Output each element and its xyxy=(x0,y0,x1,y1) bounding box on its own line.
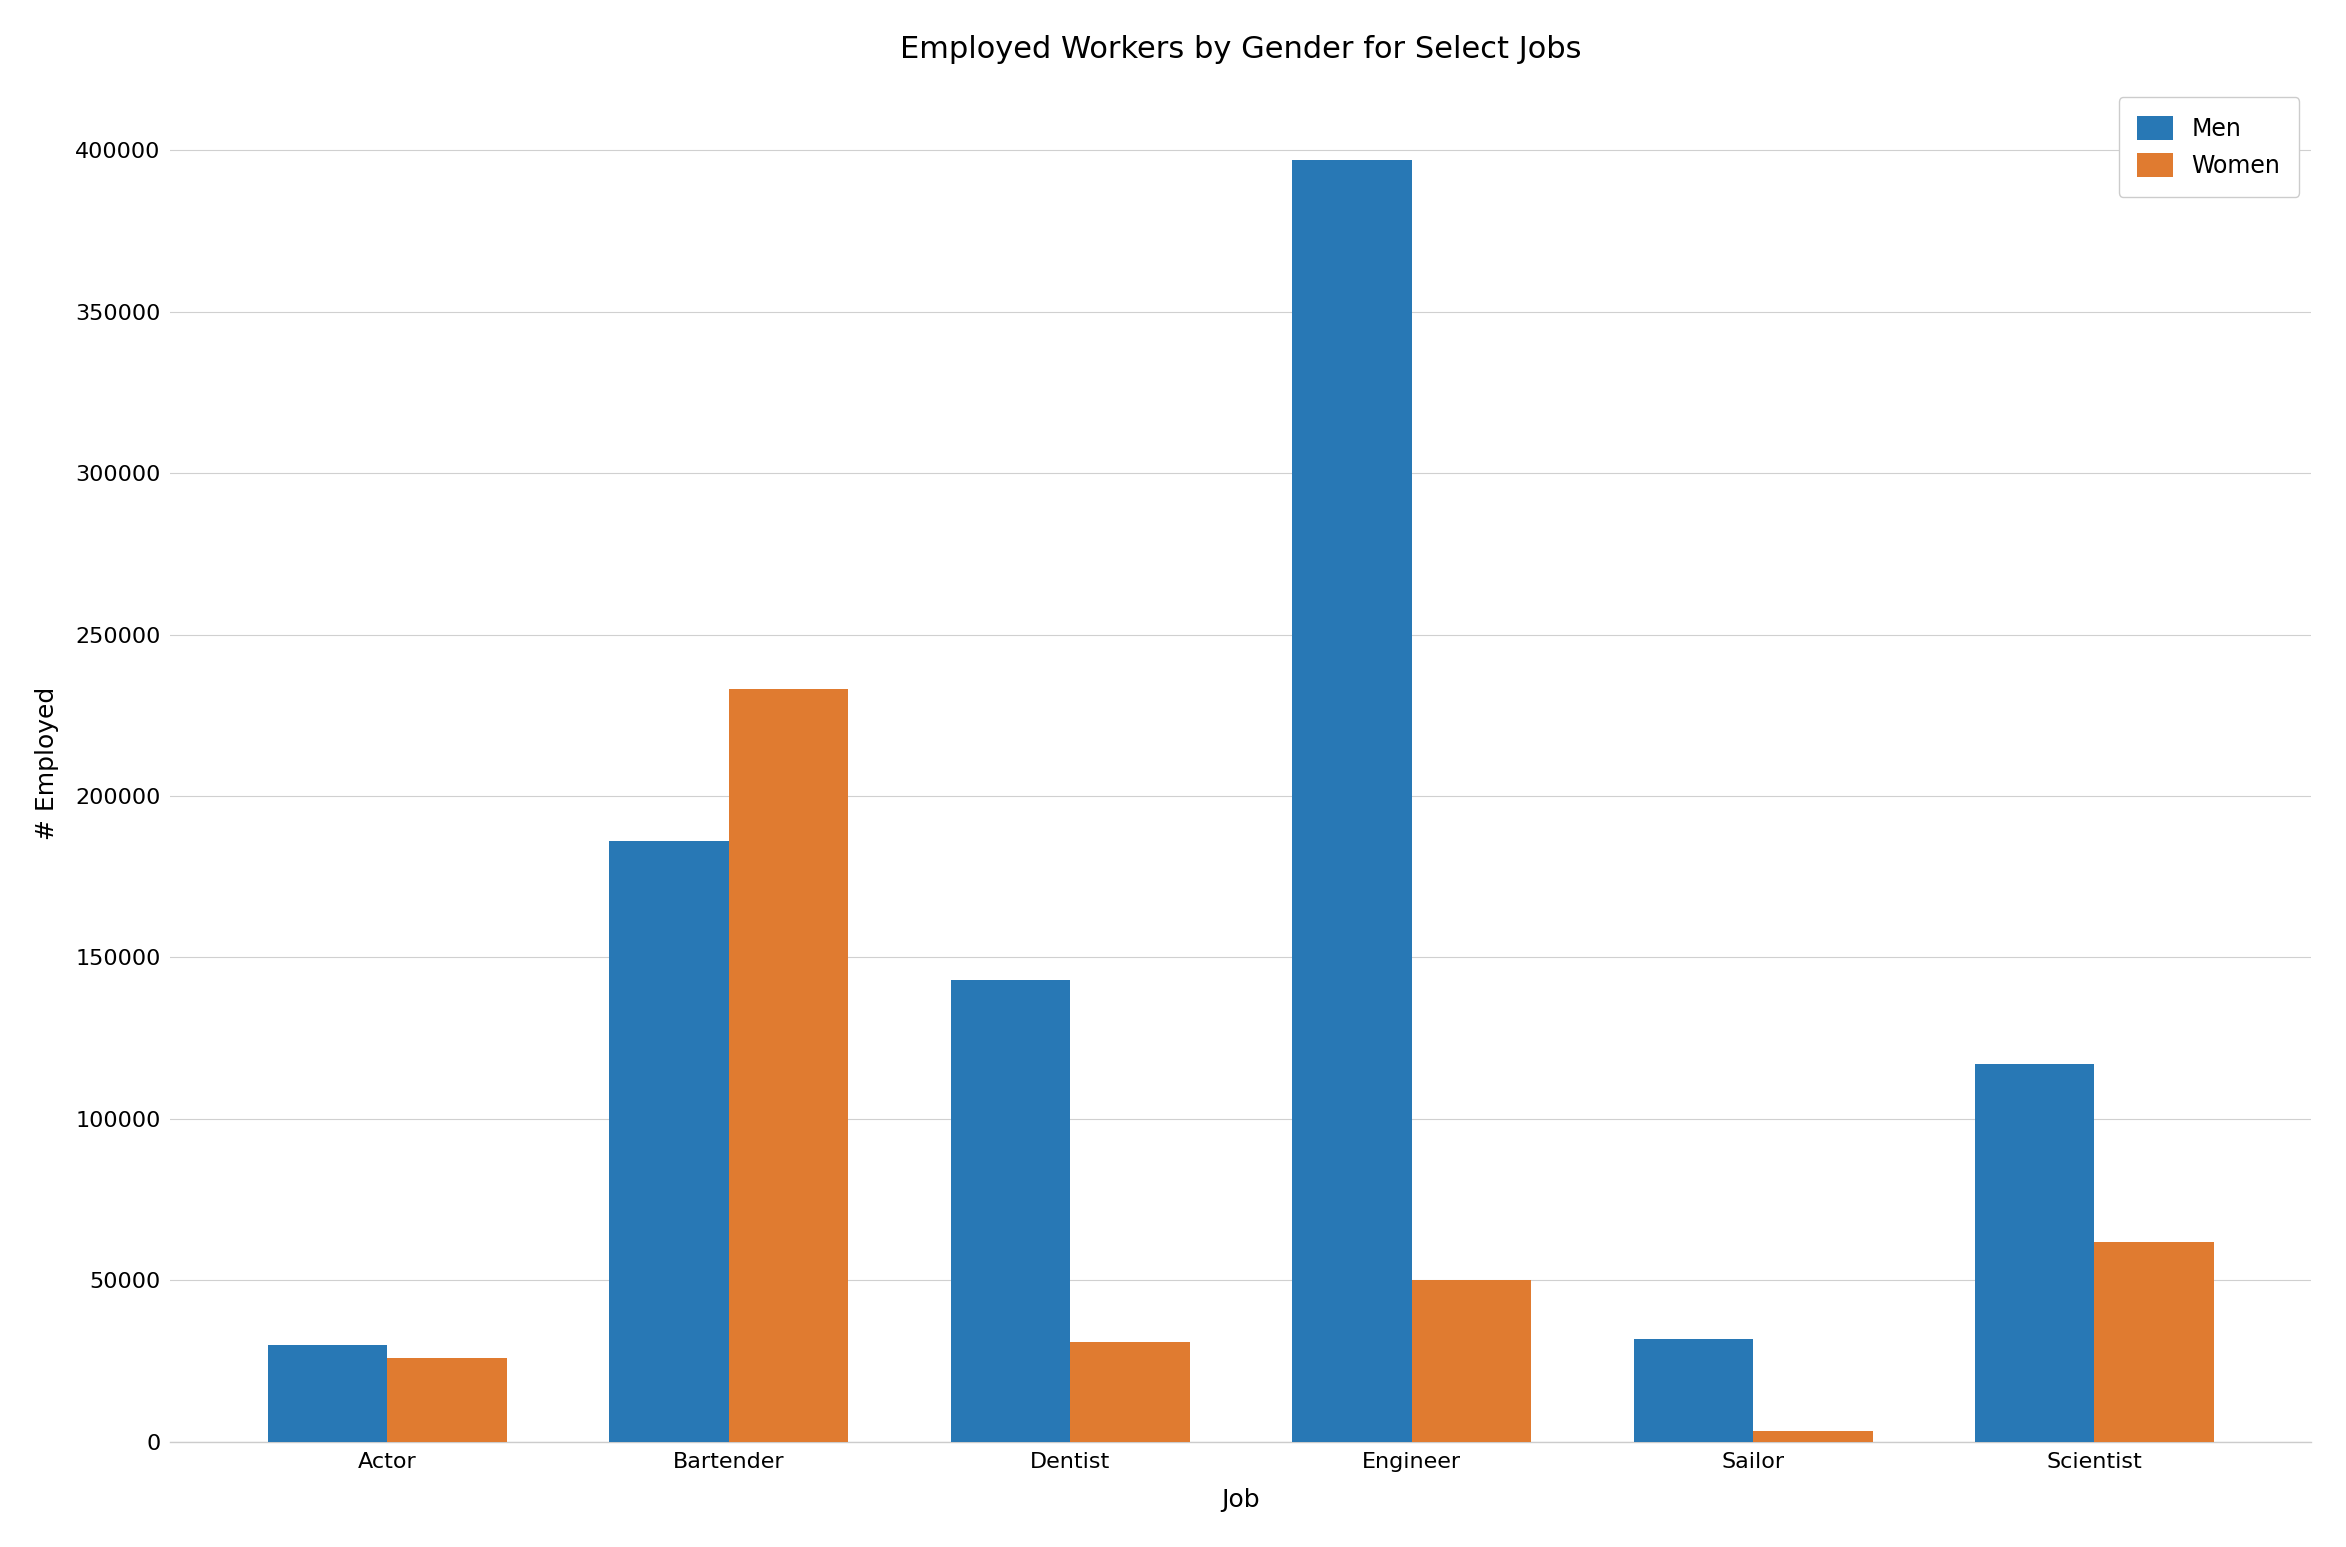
Y-axis label: # Employed: # Employed xyxy=(35,687,59,840)
Bar xyxy=(1412,1281,1532,1442)
Bar xyxy=(387,1358,507,1442)
Bar xyxy=(1293,159,1412,1442)
Bar xyxy=(950,981,1070,1442)
Bar xyxy=(1633,1338,1752,1442)
Title: Employed Workers by Gender for Select Jobs: Employed Workers by Gender for Select Jo… xyxy=(901,34,1581,63)
Bar xyxy=(1975,1064,2095,1442)
Bar xyxy=(267,1344,387,1442)
X-axis label: Job: Job xyxy=(1222,1488,1260,1513)
Legend: Men, Women: Men, Women xyxy=(2118,97,2299,196)
Bar xyxy=(1752,1431,1872,1442)
Bar xyxy=(730,690,849,1442)
Bar xyxy=(610,842,730,1442)
Bar xyxy=(2095,1242,2215,1442)
Bar xyxy=(1070,1341,1189,1442)
